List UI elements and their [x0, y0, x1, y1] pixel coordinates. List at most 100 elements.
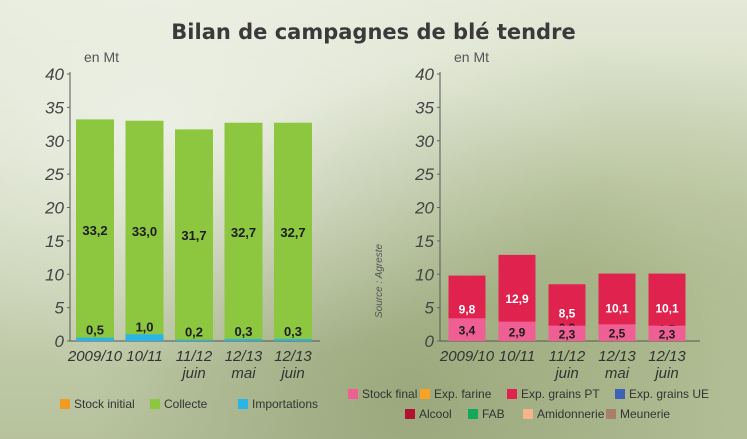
bar-segment [448, 318, 486, 341]
x-tick-label: 10/11 [126, 348, 162, 365]
legend-label: Collecte [164, 397, 208, 411]
x-tick-label: juin [653, 365, 678, 382]
legend-label: Exp. grains UE [629, 387, 709, 401]
data-label: 31,7 [181, 228, 206, 243]
data-label: 32,7 [231, 225, 256, 240]
bar-segment [498, 321, 536, 341]
data-label: 2,3 [659, 327, 676, 341]
data-label: 33,2 [82, 223, 107, 238]
data-label: 9,8 [459, 302, 476, 316]
y-tick-label: 15 [45, 232, 64, 251]
x-tick-label: 12/13 [648, 348, 686, 365]
legend-label: Importations [252, 397, 318, 411]
y-tick-label: 10 [415, 265, 434, 284]
legend: Stock initial Collecte Importations [60, 397, 318, 411]
x-tick-label: 11/12 [549, 348, 586, 365]
data-label: 2,9 [509, 325, 526, 339]
legend-swatch [468, 409, 478, 419]
bar-stack: 3,433,20,5 [76, 119, 114, 341]
bar-segment [76, 119, 114, 341]
data-label: 0,5 [86, 323, 104, 338]
x-tick-label: 12/13 [225, 348, 263, 365]
x-tick-label: 2009/10 [439, 348, 495, 365]
legend-label: Amidonnerie [537, 407, 605, 421]
data-label: 10,1 [605, 301, 629, 315]
bar-stack: 2,332,70,3 [274, 122, 312, 341]
x-tick-label: 11/12 [176, 348, 213, 365]
legend-swatch [238, 399, 248, 409]
legend-swatch [507, 389, 517, 399]
data-label: 32,7 [280, 225, 305, 240]
data-label: 2,5 [609, 327, 626, 341]
data-label: 0,3 [284, 324, 302, 339]
data-label: 1,0 [135, 319, 153, 334]
x-tick-label: mai [231, 365, 256, 382]
legend-label: Exp. farine [434, 387, 492, 401]
bar-segment [224, 122, 263, 341]
bar-segment [76, 337, 114, 341]
x-tick-label: mai [605, 365, 630, 382]
bar-segment [125, 334, 164, 341]
bar-stack: 5,02,94,61,67,110,10,72,3 [648, 273, 686, 341]
y-tick-label: 15 [415, 232, 434, 251]
legend-swatch [606, 409, 616, 419]
x-tick-label: juin [279, 365, 304, 382]
y-tick-label: 20 [414, 199, 434, 218]
bar-segment [548, 325, 586, 341]
chart-title: Bilan de campagnes de blé tendre [171, 20, 576, 44]
bar-stack: 2,931,70,2 [175, 129, 213, 341]
data-label: 8,5 [559, 307, 576, 321]
data-label: 12,9 [505, 292, 529, 306]
y-tick-label: 25 [414, 165, 434, 184]
bar-segment [598, 324, 636, 341]
bar-segment [274, 338, 312, 341]
data-label: 33,0 [132, 224, 157, 239]
legend-swatch [150, 399, 160, 409]
legend-label: Stock initial [74, 397, 135, 411]
legend-swatch [523, 409, 533, 419]
y-tick-label: 0 [55, 332, 65, 351]
data-label: 3,4 [459, 324, 476, 338]
y-tick-label: 10 [45, 265, 64, 284]
bar-segment [175, 339, 213, 341]
unit-label: en Mt [84, 49, 119, 65]
legend-swatch [60, 399, 70, 409]
y-tick-label: 35 [45, 98, 64, 117]
bar-stack: 5,02,94,51,66,810,10,72,5 [598, 273, 636, 341]
data-label: 2,3 [559, 327, 576, 341]
bar-stack: 2,332,70,3 [224, 122, 263, 341]
legend-label: FAB [482, 407, 505, 421]
y-tick-label: 30 [45, 132, 64, 151]
legend-label: Stock final [362, 387, 417, 401]
legend-swatch [405, 409, 415, 419]
x-tick-label: 12/13 [598, 348, 636, 365]
bar-segment [224, 338, 263, 341]
bar-stack: 4,92,95,01,77,58,50,92,3 [548, 284, 586, 341]
y-tick-label: 35 [415, 98, 434, 117]
y-tick-label: 40 [415, 65, 434, 84]
y-tick-label: 40 [45, 65, 64, 84]
x-tick-label: 12/13 [274, 348, 312, 365]
y-tick-label: 5 [55, 299, 65, 318]
x-tick-label: 2009/10 [67, 348, 123, 365]
y-tick-label: 5 [425, 299, 435, 318]
x-tick-label: juin [553, 365, 578, 382]
bar-segment [125, 120, 164, 341]
y-tick-label: 30 [415, 132, 434, 151]
bar-segment [175, 129, 213, 341]
bar-stack: 4,93,14,31,66,712,90,82,9 [498, 254, 536, 341]
x-tick-label: juin [180, 365, 205, 382]
legend-swatch [420, 389, 430, 399]
bar-stack: 3,433,01,0 [125, 120, 164, 341]
legend: Stock final Exp. farine Exp. grains PT Exp.… [348, 387, 709, 421]
legend-swatch [615, 389, 625, 399]
data-label: 0,2 [185, 325, 203, 340]
legend-label: Meunerie [620, 407, 670, 421]
legend-swatch [348, 389, 358, 399]
bar-segment [274, 122, 312, 341]
y-tick-label: 25 [44, 165, 64, 184]
bar-segment [648, 325, 686, 341]
